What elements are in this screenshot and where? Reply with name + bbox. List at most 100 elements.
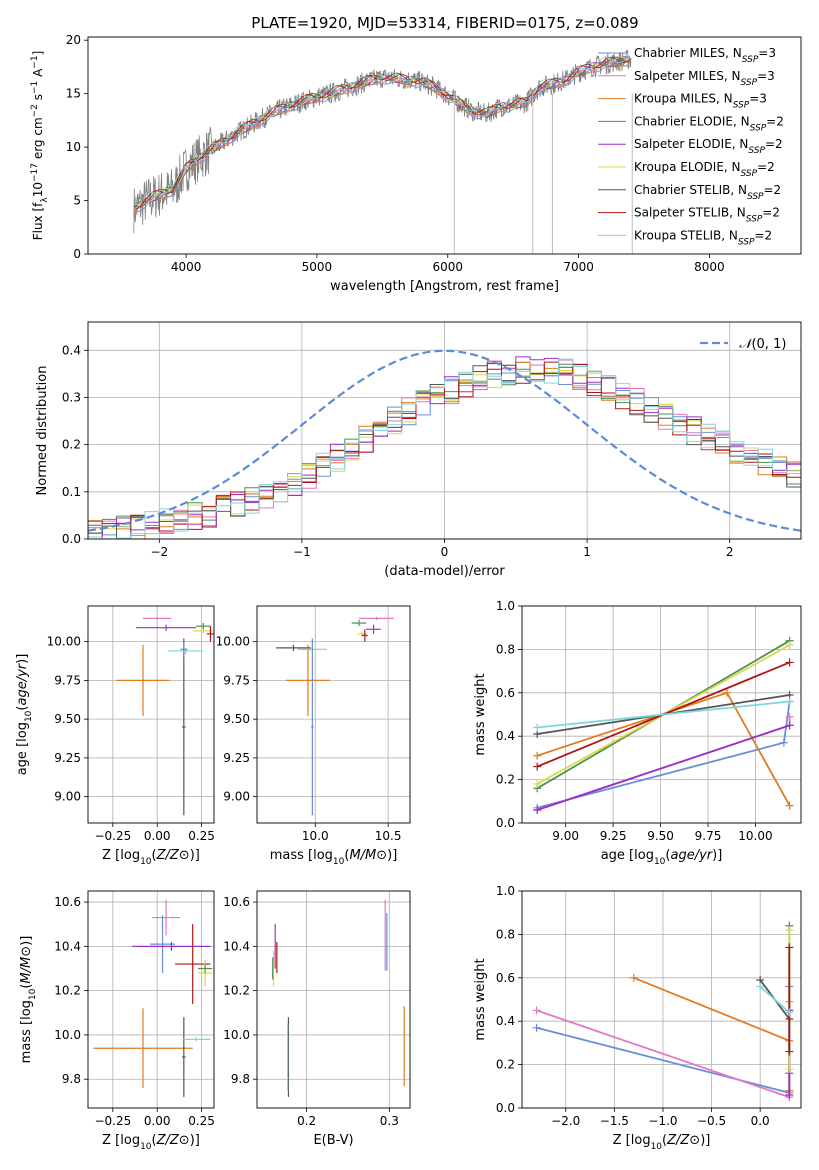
chart-weight-vs-z: −2.0 −1.5 −1.0 −0.5 0.0 0.0 0.2 0.4 0.6 0.8 1.0 Z [… [473, 884, 802, 1152]
y-axis-label: mass weight [473, 958, 488, 1040]
x-tick-label: 0.00 [144, 829, 171, 843]
plot-area [133, 50, 633, 254]
y-tick-label: 0.2 [62, 438, 81, 452]
weight-marker [785, 943, 794, 952]
x-tick-label: 9.75 [695, 829, 722, 843]
y-tick-label: 0.4 [496, 729, 515, 743]
plot-area [88, 349, 801, 539]
x-tick-label: −0.25 [94, 829, 131, 843]
x-tick-label: 0.3 [380, 1114, 399, 1128]
x-tick-label: −1.5 [600, 1114, 629, 1128]
weight-marker [785, 641, 794, 650]
x-tick-label: 2 [726, 545, 734, 559]
legend-label: Salpeter STELIB, NSSP=2 [634, 206, 780, 225]
y-tick-label: 1.0 [496, 884, 515, 898]
legend-label: Chabrier ELODIE, NSSP=2 [634, 114, 784, 133]
y-tick-label: 10.4 [54, 939, 81, 953]
x-tick-label: 4000 [171, 260, 202, 274]
y-tick-label: 10.2 [54, 984, 81, 998]
x-axis-label: E(B-V) [313, 1133, 353, 1148]
weight-marker [533, 805, 542, 814]
x-tick-label: −1 [293, 545, 311, 559]
y-tick-label: 9.75 [223, 673, 250, 687]
normal-curve [88, 349, 801, 532]
weight-line [536, 691, 791, 807]
x-axis-label: mass [log10(M/M⊙)] [270, 848, 398, 867]
x-tick-label: 5000 [302, 260, 333, 274]
y-tick-label: 9.50 [223, 712, 250, 726]
x-axis-label: Z [log10(Z/Z⊙)] [613, 1133, 711, 1152]
x-axis-label: Z [log10(Z/Z⊙)] [102, 1133, 200, 1152]
model-spectrum-line [133, 56, 631, 207]
weight-marker [785, 712, 794, 721]
weight-marker [785, 1008, 794, 1017]
x-tick-label: −0.5 [697, 1114, 726, 1128]
weight-marker [785, 721, 794, 730]
plot-area [532, 921, 794, 1102]
plot-area [272, 899, 405, 1097]
x-tick-label: 0 [441, 545, 449, 559]
y-tick-label: 0.3 [62, 390, 81, 404]
y-tick-label: 9.75 [54, 673, 81, 687]
weight-marker [779, 738, 788, 747]
legend-label: 𝒩(0, 1) [739, 337, 786, 352]
y-tick-label: 10.6 [223, 895, 250, 909]
x-tick-label: 7000 [563, 260, 594, 274]
y-tick-label: 0.0 [62, 532, 81, 546]
x-axis-label: Z [log10(Z/Z⊙)] [102, 848, 200, 867]
weight-marker [785, 926, 794, 935]
y-tick-label: 1.0 [496, 599, 515, 613]
figure-title: PLATE=1920, MJD=53314, FIBERID=0175, z=0… [251, 14, 638, 32]
y-tick-label: 0.0 [496, 816, 515, 830]
y-tick-label: 0.0 [496, 1101, 515, 1115]
legend-label: Chabrier STELIB, NSSP=2 [634, 183, 781, 202]
axes-frame [521, 890, 802, 1109]
x-tick-label: −2.0 [551, 1114, 580, 1128]
x-axis-label: (data-model)/error [384, 564, 505, 579]
y-tick-label: 0.4 [496, 1014, 515, 1028]
y-axis-label: Flux [fλ10−17 erg cm−2 s−1 A−1] [30, 51, 50, 241]
x-axis-label: age [log10(age/yr)] [601, 848, 723, 867]
weight-marker [722, 688, 731, 697]
y-tick-label: 15 [66, 87, 81, 101]
legend-label: Chabrier MILES, NSSP=3 [634, 46, 776, 65]
model-spectrum-line [133, 56, 630, 208]
model-spectrum-line [133, 55, 631, 211]
y-axis-label: age [log10(age/yr)] [15, 654, 34, 776]
legend-label: Salpeter ELODIE, NSSP=2 [634, 137, 783, 156]
weight-marker [785, 1047, 794, 1056]
chart-residuals: −2 −1 0 1 2 0.0 0.1 0.2 0.3 0.4 𝒩(0, 1) (data-model… [35, 321, 802, 579]
y-tick-label: 0.1 [62, 485, 81, 499]
y-tick-label: 10.4 [223, 939, 250, 953]
chart-weight-vs-age: 9.00 9.25 9.50 9.75 10.00 0.0 0.2 0.4 0.6 0.8 1.0 a… [473, 599, 802, 867]
axes-frame [521, 605, 802, 824]
axes-frame [256, 890, 411, 1109]
chart-mass-vs-ebv: 0.2 0.3 9.8 10.0 10.2 10.4 10.6 E(B-V) [223, 890, 411, 1148]
x-axis-label: wavelength [Angstrom, rest frame] [330, 279, 559, 294]
chart-age-vs-z: −0.25 0.00 0.25 9.00 9.25 9.50 9.75 10.00 Z [log… [15, 605, 215, 867]
weight-marker [756, 982, 765, 991]
y-axis-label: mass [log10(M/M⊙)] [19, 936, 38, 1064]
y-tick-label: 10.00 [216, 635, 250, 649]
legend-label: Salpeter MILES, NSSP=3 [634, 69, 775, 88]
y-tick-label: 9.8 [231, 1072, 250, 1086]
y-tick-label: 9.25 [54, 751, 81, 765]
x-tick-label: 0.25 [188, 1114, 215, 1128]
chart-age-vs-mass: 10.0 10.5 9.00 9.25 9.50 9.75 10.00 mass [log10… [216, 605, 411, 867]
axes-frame [87, 36, 802, 255]
weight-marker [629, 973, 638, 982]
data-spectrum [133, 50, 632, 234]
y-tick-label: 0.8 [496, 927, 515, 941]
y-tick-label: 0.2 [496, 773, 515, 787]
x-tick-label: 10.5 [375, 829, 402, 843]
y-tick-label: 0 [73, 247, 81, 261]
x-tick-label: 0.2 [297, 1114, 316, 1128]
x-tick-label: 0.25 [188, 829, 215, 843]
plot-area [93, 899, 213, 1097]
axes-frame [256, 605, 411, 824]
y-tick-label: 0.8 [496, 642, 515, 656]
y-tick-label: 0.2 [496, 1058, 515, 1072]
y-tick-label: 10.2 [223, 984, 250, 998]
y-tick-label: 10.6 [54, 895, 81, 909]
weight-marker [785, 658, 794, 667]
